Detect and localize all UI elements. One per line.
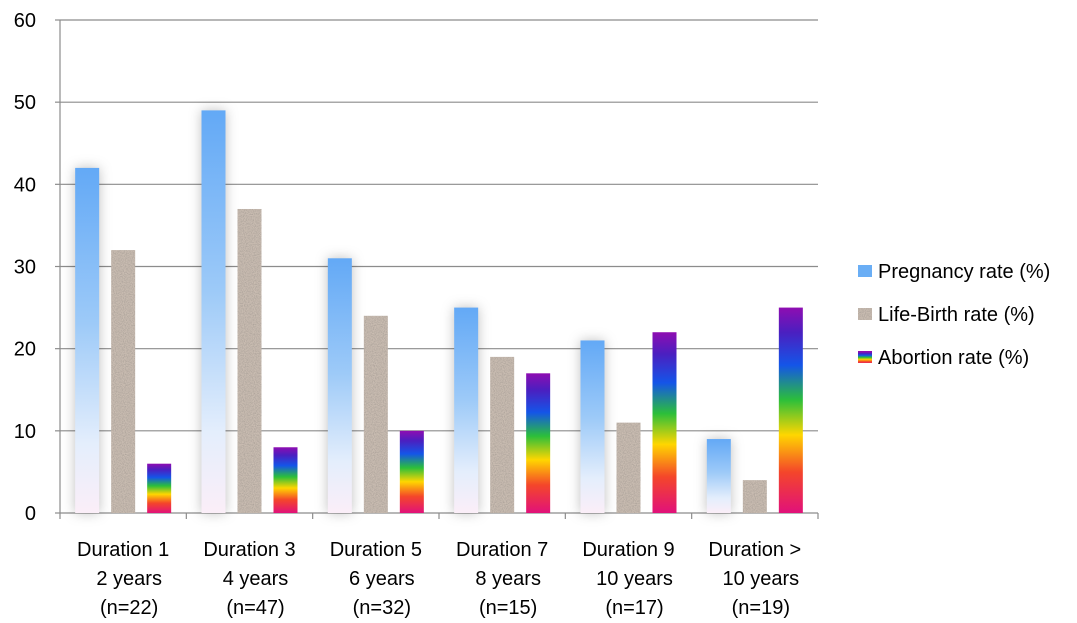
x-category-label: 8 years [475, 568, 541, 590]
bar-abortion-5 [652, 332, 677, 513]
x-category-label: (n=22) [100, 597, 158, 619]
x-category-label: Duration 7 [456, 539, 548, 561]
x-category-label: (n=47) [226, 597, 284, 619]
legend-label: Life-Birth rate (%) [878, 304, 1035, 326]
legend-label: Abortion rate (%) [878, 347, 1029, 369]
bar-life-birth-2 [237, 208, 262, 513]
bar-abortion-4 [526, 373, 551, 513]
y-tick-label: 10 [14, 421, 36, 443]
bar-abortion-2 [273, 447, 298, 513]
x-category-label: 2 years [96, 568, 162, 590]
x-category-label: Duration 9 [582, 539, 674, 561]
bar-abortion-1 [147, 463, 172, 513]
y-tick-label: 50 [14, 92, 36, 114]
x-category-label: 4 years [223, 568, 289, 590]
legend-swatch-abortion [858, 351, 872, 363]
bar-life-birth-4 [490, 356, 515, 513]
bar-life-birth-3 [363, 315, 388, 513]
bar-abortion-3 [399, 430, 424, 513]
x-category-label: (n=32) [353, 597, 411, 619]
bars [75, 110, 803, 514]
y-tick-label: 0 [25, 503, 36, 525]
x-category-label: (n=17) [605, 597, 663, 619]
legend: Pregnancy rate (%) Life-Birth rate (%) Abo… [858, 261, 1050, 369]
y-tick-label: 30 [14, 257, 36, 279]
bar-life-birth-6 [742, 480, 767, 513]
bar-pregnancy-6 [706, 439, 731, 513]
x-category-label: 10 years [596, 568, 673, 590]
axes [55, 19, 819, 519]
y-tick-label: 60 [14, 10, 36, 32]
bar-abortion-6 [778, 307, 803, 513]
x-category-label: (n=19) [732, 597, 790, 619]
bar-pregnancy-3 [327, 258, 352, 513]
bar-pregnancy-5 [580, 340, 605, 513]
x-category-label: 6 years [349, 568, 415, 590]
x-category-label: (n=15) [479, 597, 537, 619]
gridlines [60, 19, 818, 432]
y-tick-label: 20 [14, 339, 36, 361]
legend-swatch-life-birth [858, 308, 872, 320]
x-category-label: Duration 5 [330, 539, 422, 561]
y-axis-ticks: 0 10 20 30 40 50 60 [14, 10, 36, 525]
y-tick-label: 40 [14, 174, 36, 196]
x-category-label: Duration > [708, 539, 801, 561]
bar-pregnancy-1 [75, 167, 100, 513]
x-category-label: Duration 3 [203, 539, 295, 561]
legend-label: Pregnancy rate (%) [878, 261, 1050, 283]
x-category-label: 10 years [722, 568, 799, 590]
bar-pregnancy-2 [201, 110, 226, 513]
bar-pregnancy-4 [454, 307, 479, 513]
legend-swatch-pregnancy [858, 265, 872, 277]
bar-life-birth-5 [616, 422, 641, 513]
x-category-label: Duration 1 [77, 539, 169, 561]
bar-life-birth-1 [111, 250, 136, 514]
x-axis-labels: Duration 1 2 years (n=22) Duration 3 4 years… [77, 539, 801, 619]
